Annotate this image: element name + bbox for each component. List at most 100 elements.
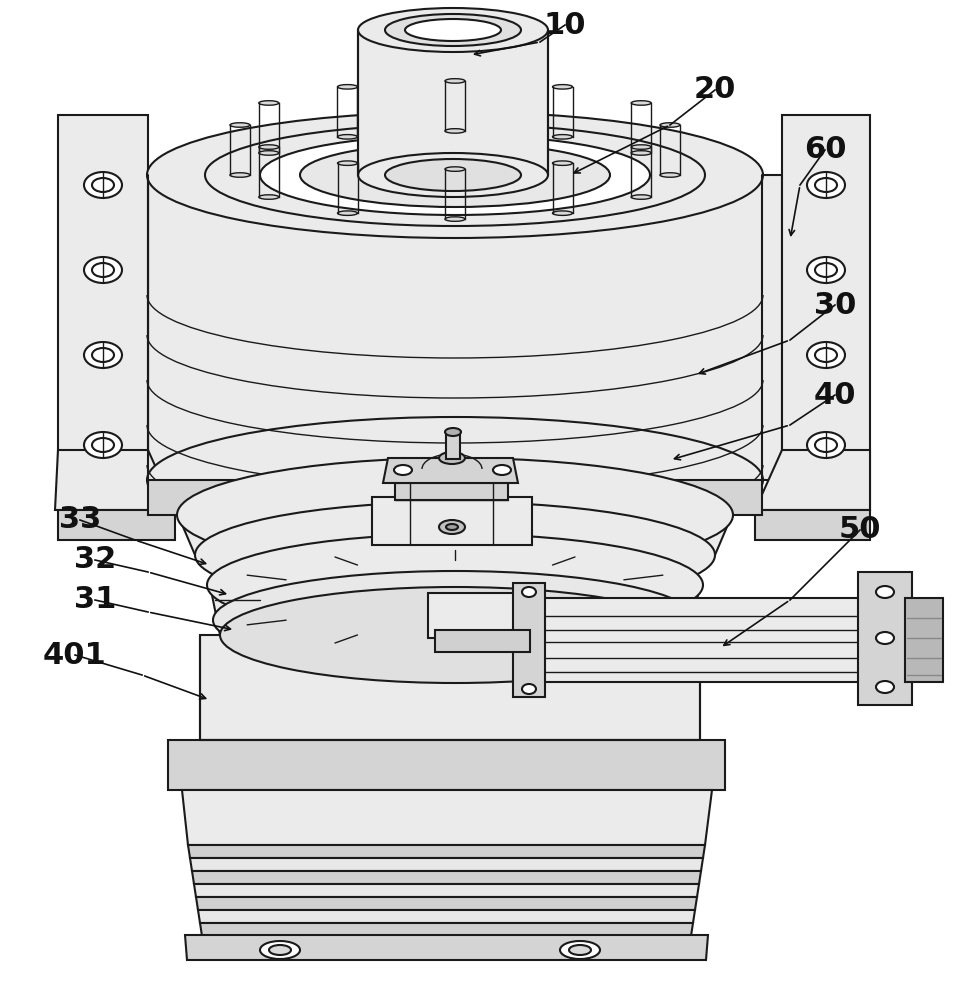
Ellipse shape [92,178,114,192]
Ellipse shape [220,587,690,683]
Polygon shape [858,572,912,705]
Ellipse shape [445,129,465,133]
Ellipse shape [205,124,705,226]
Ellipse shape [569,945,591,955]
Polygon shape [196,897,697,910]
Ellipse shape [259,151,278,155]
Ellipse shape [394,465,412,475]
Polygon shape [905,598,943,682]
Ellipse shape [445,79,465,83]
Ellipse shape [522,587,536,597]
Ellipse shape [92,438,114,452]
Ellipse shape [84,342,122,368]
Polygon shape [428,593,538,638]
Polygon shape [55,450,175,510]
Ellipse shape [259,195,278,199]
Ellipse shape [358,8,548,52]
Polygon shape [194,884,699,897]
Polygon shape [358,30,548,175]
Polygon shape [148,175,782,480]
Polygon shape [513,583,545,697]
Ellipse shape [84,257,122,283]
Polygon shape [178,515,732,555]
Polygon shape [192,871,701,884]
Ellipse shape [337,211,358,215]
Ellipse shape [92,263,114,277]
Polygon shape [383,458,518,483]
Ellipse shape [385,159,521,191]
Ellipse shape [631,151,651,155]
Polygon shape [200,635,700,740]
Ellipse shape [337,161,358,165]
Text: 32: 32 [73,546,116,574]
Polygon shape [182,790,712,845]
Polygon shape [168,740,725,790]
Ellipse shape [84,432,122,458]
Ellipse shape [522,684,536,694]
Ellipse shape [876,681,894,693]
Ellipse shape [92,348,114,362]
Ellipse shape [358,153,548,197]
Ellipse shape [385,14,521,46]
Polygon shape [446,432,460,459]
Ellipse shape [84,172,122,198]
Text: 401: 401 [44,641,107,670]
Ellipse shape [445,217,465,221]
Ellipse shape [405,19,501,41]
Ellipse shape [300,143,610,207]
Ellipse shape [230,123,250,127]
Ellipse shape [337,135,358,139]
Ellipse shape [807,342,845,368]
Ellipse shape [147,112,763,238]
Polygon shape [185,935,708,960]
Ellipse shape [147,417,763,543]
Ellipse shape [337,85,358,89]
Ellipse shape [807,172,845,198]
Ellipse shape [631,145,651,149]
Polygon shape [200,923,693,936]
Polygon shape [188,845,705,858]
Ellipse shape [807,257,845,283]
Polygon shape [58,510,175,540]
Ellipse shape [213,571,697,669]
Polygon shape [210,585,700,635]
Text: 31: 31 [73,585,116,614]
Ellipse shape [439,452,465,464]
Polygon shape [372,497,532,545]
Text: 30: 30 [814,290,856,320]
Ellipse shape [660,123,680,127]
Text: 10: 10 [543,10,586,39]
Ellipse shape [445,167,465,171]
Ellipse shape [259,145,278,149]
Polygon shape [435,630,530,652]
Text: 50: 50 [838,516,881,544]
Ellipse shape [815,438,837,452]
Ellipse shape [552,211,572,215]
Ellipse shape [815,348,837,362]
Ellipse shape [815,178,837,192]
Ellipse shape [439,520,465,534]
Ellipse shape [876,586,894,598]
Ellipse shape [446,524,458,530]
Ellipse shape [660,173,680,177]
Polygon shape [198,910,695,923]
Polygon shape [190,858,703,871]
Ellipse shape [269,945,291,955]
Polygon shape [148,480,762,515]
Polygon shape [755,510,870,540]
Ellipse shape [260,941,300,959]
Ellipse shape [552,135,572,139]
Text: 40: 40 [814,380,856,410]
Ellipse shape [445,428,461,436]
Ellipse shape [177,458,733,572]
Ellipse shape [807,432,845,458]
Ellipse shape [560,941,600,959]
Ellipse shape [260,135,650,215]
Polygon shape [782,115,870,510]
Text: 60: 60 [804,135,846,164]
Ellipse shape [876,632,894,644]
Ellipse shape [207,534,703,636]
Ellipse shape [631,101,651,105]
Ellipse shape [230,173,250,177]
Ellipse shape [552,161,572,165]
